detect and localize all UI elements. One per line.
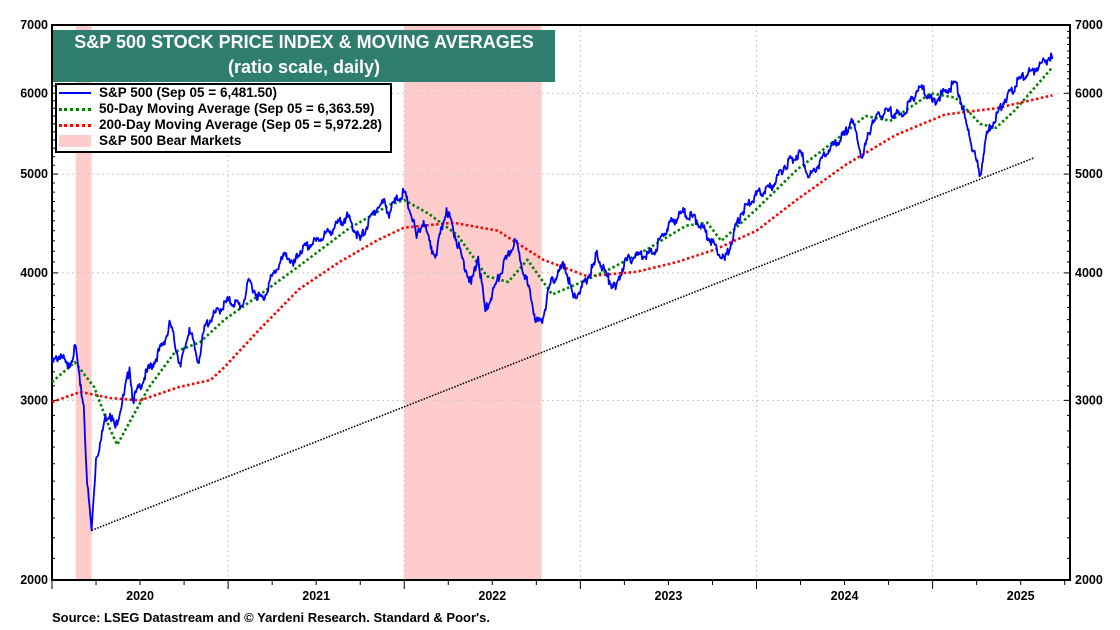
y-tick-label-left: 7000	[20, 18, 48, 32]
bear-market-band	[404, 25, 542, 580]
legend-label: 200-Day Moving Average (Sep 05 = 5,972.2…	[99, 117, 383, 132]
legend-item-sp500: S&P 500 (Sep 05 = 6,481.50)	[57, 85, 390, 101]
legend: S&P 500 (Sep 05 = 6,481.50) 50-Day Movin…	[55, 83, 392, 153]
chart-subtitle: (ratio scale, daily)	[227, 57, 381, 77]
x-tick-label: 2020	[126, 589, 154, 603]
series-lines	[51, 52, 1054, 532]
y-tick-label-right: 3000	[1075, 393, 1103, 407]
y-tick-label-left: 4000	[20, 266, 48, 280]
source-note: Source: LSEG Datastream and © Yardeni Re…	[52, 610, 490, 625]
legend-swatch-solid	[59, 92, 91, 94]
bear-market-bands	[75, 25, 542, 580]
bear-market-band	[75, 25, 92, 580]
ma50-line	[51, 66, 1054, 447]
chart-title-box: S&P 500 STOCK PRICE INDEX & MOVING AVERA…	[53, 30, 555, 82]
legend-label: S&P 500 (Sep 05 = 6,481.50)	[99, 85, 277, 100]
y-tick-label-left: 6000	[20, 86, 48, 100]
sp500-line	[51, 52, 1054, 532]
legend-swatch-dotted	[59, 107, 91, 111]
y-tick-label-right: 6000	[1075, 86, 1103, 100]
legend-swatch-dotted	[59, 123, 91, 127]
y-tick-label-left: 3000	[20, 393, 48, 407]
x-tick-label: 2023	[655, 589, 683, 603]
y-tick-label-left: 5000	[20, 167, 48, 181]
y-tick-label-right: 4000	[1075, 266, 1103, 280]
legend-swatch-band	[59, 135, 91, 147]
legend-item-ma200: 200-Day Moving Average (Sep 05 = 5,972.2…	[57, 117, 390, 133]
legend-item-ma50: 50-Day Moving Average (Sep 05 = 6,363.59…	[57, 101, 390, 117]
plot-frame	[51, 24, 1071, 581]
x-tick-label: 2021	[302, 589, 330, 603]
trendline	[91, 156, 1036, 532]
x-tick-label: 2022	[478, 589, 506, 603]
axes: 2000 2000 3000 3000 4000 4000 5000 5000 6000 6000…	[20, 18, 1103, 603]
y-tick-label-right: 2000	[1075, 573, 1103, 587]
x-tick-label: 2025	[1007, 589, 1035, 603]
chart-title: S&P 500 STOCK PRICE INDEX & MOVING AVERA…	[74, 32, 534, 52]
legend-label: S&P 500 Bear Markets	[99, 133, 242, 148]
y-tick-label-left: 2000	[20, 573, 48, 587]
legend-item-bear: S&P 500 Bear Markets	[57, 133, 390, 149]
y-tick-label-right: 7000	[1075, 18, 1103, 32]
y-tick-label-right: 5000	[1075, 167, 1103, 181]
x-tick-label: 2024	[831, 589, 859, 603]
ma200-line	[51, 94, 1053, 404]
legend-label: 50-Day Moving Average (Sep 05 = 6,363.59…	[99, 101, 375, 116]
